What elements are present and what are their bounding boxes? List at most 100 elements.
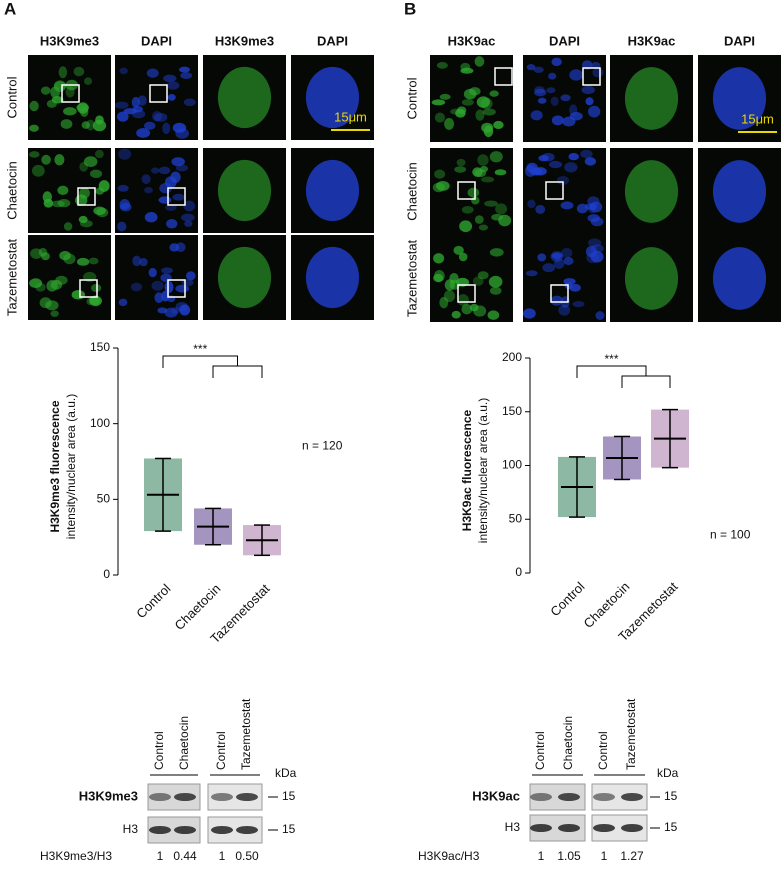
nucleus <box>79 161 89 172</box>
nucleus <box>162 122 171 135</box>
nucleus <box>136 128 151 138</box>
nucleus <box>558 304 571 316</box>
nucleus <box>472 276 484 286</box>
nucleus <box>29 124 39 132</box>
nucleus <box>81 121 90 129</box>
nucleus <box>589 201 603 213</box>
nucleus <box>151 280 164 291</box>
nucleus <box>180 72 193 79</box>
nucleus <box>493 120 504 130</box>
nucleus <box>148 267 157 278</box>
zoom-box <box>149 84 168 103</box>
nucleus <box>478 224 489 231</box>
nucleus <box>217 246 272 309</box>
nucleus <box>491 213 503 221</box>
band <box>236 793 258 801</box>
ratio-value: 1 <box>601 849 608 863</box>
unit-label: kDa <box>275 766 297 780</box>
nucleus <box>444 279 455 291</box>
nucleus <box>39 297 52 309</box>
nucleus <box>164 307 178 318</box>
nucleus <box>444 117 455 130</box>
y-axis-label: intensity/nuclear area (a.u.) <box>476 398 490 543</box>
nucleus <box>527 199 536 209</box>
nucleus <box>172 122 187 133</box>
nucleus <box>474 215 484 224</box>
nucleus <box>139 258 148 267</box>
nucleus <box>217 159 272 222</box>
nucleus <box>167 94 176 101</box>
nucleus <box>165 204 177 211</box>
nucleus <box>305 66 360 129</box>
nucleus <box>569 69 584 81</box>
nucleus <box>170 171 181 183</box>
row-label: Tazemetostat <box>4 238 19 316</box>
zoom-box <box>77 187 96 206</box>
lane-label: Chaetocin <box>561 716 575 770</box>
nucleus <box>475 109 485 121</box>
nucleus <box>489 286 502 295</box>
nucleus <box>712 67 767 130</box>
nucleus <box>495 203 508 215</box>
nucleus <box>530 110 543 121</box>
nucleus <box>179 66 190 73</box>
nucleus <box>90 295 101 306</box>
band <box>149 793 171 801</box>
nucleus <box>551 115 564 126</box>
nucleus <box>169 243 180 252</box>
blot-row-label: H3 <box>505 820 521 834</box>
nucleus <box>550 251 564 262</box>
nucleus <box>489 151 503 163</box>
band <box>621 824 643 832</box>
zoom-box <box>494 67 513 86</box>
nucleus <box>581 85 595 95</box>
nucleus <box>461 304 473 315</box>
x-tick-label: Control <box>133 581 173 621</box>
nucleus <box>580 149 593 159</box>
nucleus <box>96 207 109 218</box>
zoom-box <box>550 284 569 303</box>
nucleus <box>63 222 73 231</box>
nucleus <box>538 154 549 162</box>
nucleus <box>551 57 562 67</box>
blot-row-label: H3 <box>123 822 139 836</box>
nucleus <box>456 158 466 167</box>
nucleus <box>42 191 53 203</box>
nucleus <box>451 310 461 319</box>
nucleus <box>146 68 159 78</box>
significance-bracket <box>162 355 263 378</box>
nucleus <box>526 162 538 173</box>
lane-label: Chaetocin <box>177 716 191 770</box>
nucleus <box>58 66 68 79</box>
band <box>236 826 258 834</box>
nucleus <box>163 74 177 83</box>
image-header: DAPI <box>141 33 172 48</box>
image-header: DAPI <box>724 33 755 48</box>
nucleus <box>84 77 93 85</box>
nucleus <box>537 253 547 262</box>
nucleus <box>434 270 445 282</box>
nucleus <box>439 93 451 100</box>
y-axis-label: H3K9me3 fluorescence <box>48 400 62 532</box>
nucleus <box>144 212 158 223</box>
n-annotation: n = 100 <box>710 528 751 542</box>
nucleus <box>568 152 579 161</box>
nucleus <box>98 180 110 192</box>
nucleus <box>83 156 98 168</box>
nucleus <box>175 164 189 172</box>
row-label: Control <box>4 76 19 118</box>
scale-bar-label: 15μm <box>741 111 774 126</box>
nucleus <box>31 164 45 177</box>
image-header: H3K9me3 <box>40 33 99 48</box>
scale-bar-label: 15μm <box>334 109 367 124</box>
marker-label: 15 <box>664 820 678 834</box>
y-axis-label: H3K9ac fluorescence <box>460 409 474 531</box>
nucleus <box>90 283 102 293</box>
nucleus <box>63 107 77 116</box>
nucleus <box>489 248 504 257</box>
nucleus <box>167 81 180 90</box>
nucleus <box>523 308 536 319</box>
nucleus <box>71 290 85 300</box>
significance-label: *** <box>193 342 207 356</box>
band <box>621 793 643 801</box>
